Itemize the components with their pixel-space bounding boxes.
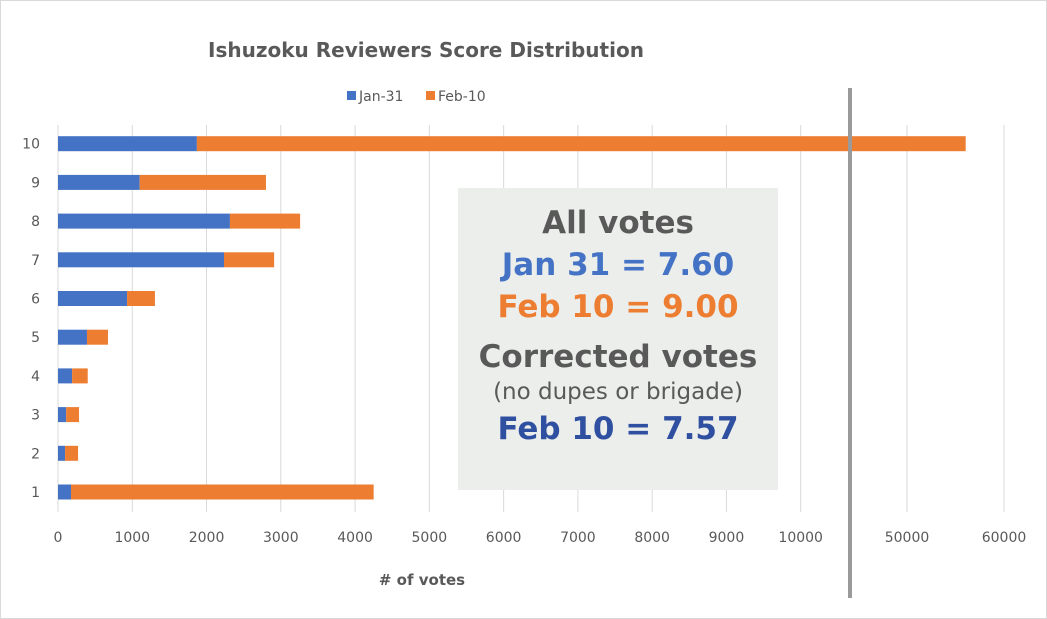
x-tick-label: 5000 (412, 530, 448, 546)
bar-feb-10-score-8 (229, 213, 301, 229)
y-tick-label: 3 (31, 408, 40, 424)
x-axis-labels: 0 1000 2000 3000 4000 5000 6000 7000 8000 9000 100… (54, 530, 1027, 546)
x-tick-label: 8000 (634, 530, 670, 546)
bar-jan-31-score-10 (58, 136, 197, 152)
legend-label: Jan-31 (358, 89, 403, 105)
annotation-corrected: Feb 10 = 7.57 (497, 411, 739, 447)
x-tick-label: 6000 (486, 530, 522, 546)
x-tick-label: 10000 (778, 530, 823, 546)
y-tick-label: 8 (31, 214, 40, 230)
annotation-feb: Feb 10 = 9.00 (497, 289, 739, 325)
y-axis-labels: 1 2 3 4 5 6 7 8 9 10 (22, 137, 40, 501)
legend-label: Feb-10 (438, 89, 486, 105)
x-tick-label: 50000 (885, 530, 930, 546)
x-tick-label: 2000 (189, 530, 225, 546)
y-tick-label: 5 (31, 330, 40, 346)
bar-feb-10-score-5 (86, 329, 108, 345)
x-tick-label: 3000 (263, 530, 299, 546)
chart-title: Ishuzoku Reviewers Score Distribution (208, 38, 644, 62)
bar-feb-10-score-6 (127, 291, 155, 306)
bar-jan-31-score-3 (58, 407, 67, 423)
y-tick-label: 4 (31, 369, 40, 385)
bar-jan-31-score-4 (58, 368, 73, 384)
bar-feb-10-score-1 (70, 484, 374, 500)
bar-jan-31-score-7 (58, 252, 224, 268)
bar-jan-31-score-8 (58, 213, 230, 229)
legend-swatch-jan-31 (347, 91, 356, 100)
bar-feb-10-score-4 (72, 368, 88, 384)
x-tick-label: 4000 (337, 530, 373, 546)
x-tick-label: 1000 (114, 530, 150, 546)
bar-jan-31-score-1 (58, 484, 71, 500)
annotation-box: All votes Jan 31 = 7.60 Feb 10 = 9.00 Co… (458, 188, 778, 490)
legend-swatch-feb-10 (426, 91, 435, 100)
y-tick-label: 2 (31, 446, 40, 462)
x-axis-title: # of votes (379, 571, 465, 589)
x-tick-label: 0 (54, 530, 63, 546)
x-tick-label: 9000 (709, 530, 745, 546)
annotation-note: (no dupes or brigade) (493, 379, 743, 405)
bar-jan-31-score-5 (58, 329, 87, 345)
legend: Jan-31 Feb-10 (347, 89, 486, 105)
bar-feb-10-score-3 (66, 407, 80, 423)
annotation-jan: Jan 31 = 7.60 (501, 247, 735, 283)
bar-jan-31-score-6 (58, 291, 128, 306)
bar-feb-10-score-9 (139, 174, 266, 190)
bar-feb-10-score-2 (65, 445, 79, 461)
annotation-heading-all: All votes (542, 205, 694, 241)
y-tick-label: 10 (22, 137, 40, 153)
bar-feb-10-score-10 (196, 136, 966, 152)
bar-jan-31-score-9 (58, 174, 140, 190)
bar-feb-10-score-7 (223, 252, 275, 268)
bars (58, 136, 966, 500)
x-tick-label: 7000 (560, 530, 596, 546)
y-tick-label: 6 (31, 292, 40, 308)
annotation-heading-corrected: Corrected votes (478, 339, 758, 375)
y-tick-label: 1 (31, 485, 40, 501)
x-tick-label: 60000 (982, 530, 1027, 546)
bar-jan-31-score-2 (58, 445, 66, 461)
y-tick-label: 7 (31, 253, 40, 269)
y-tick-label: 9 (31, 175, 40, 191)
